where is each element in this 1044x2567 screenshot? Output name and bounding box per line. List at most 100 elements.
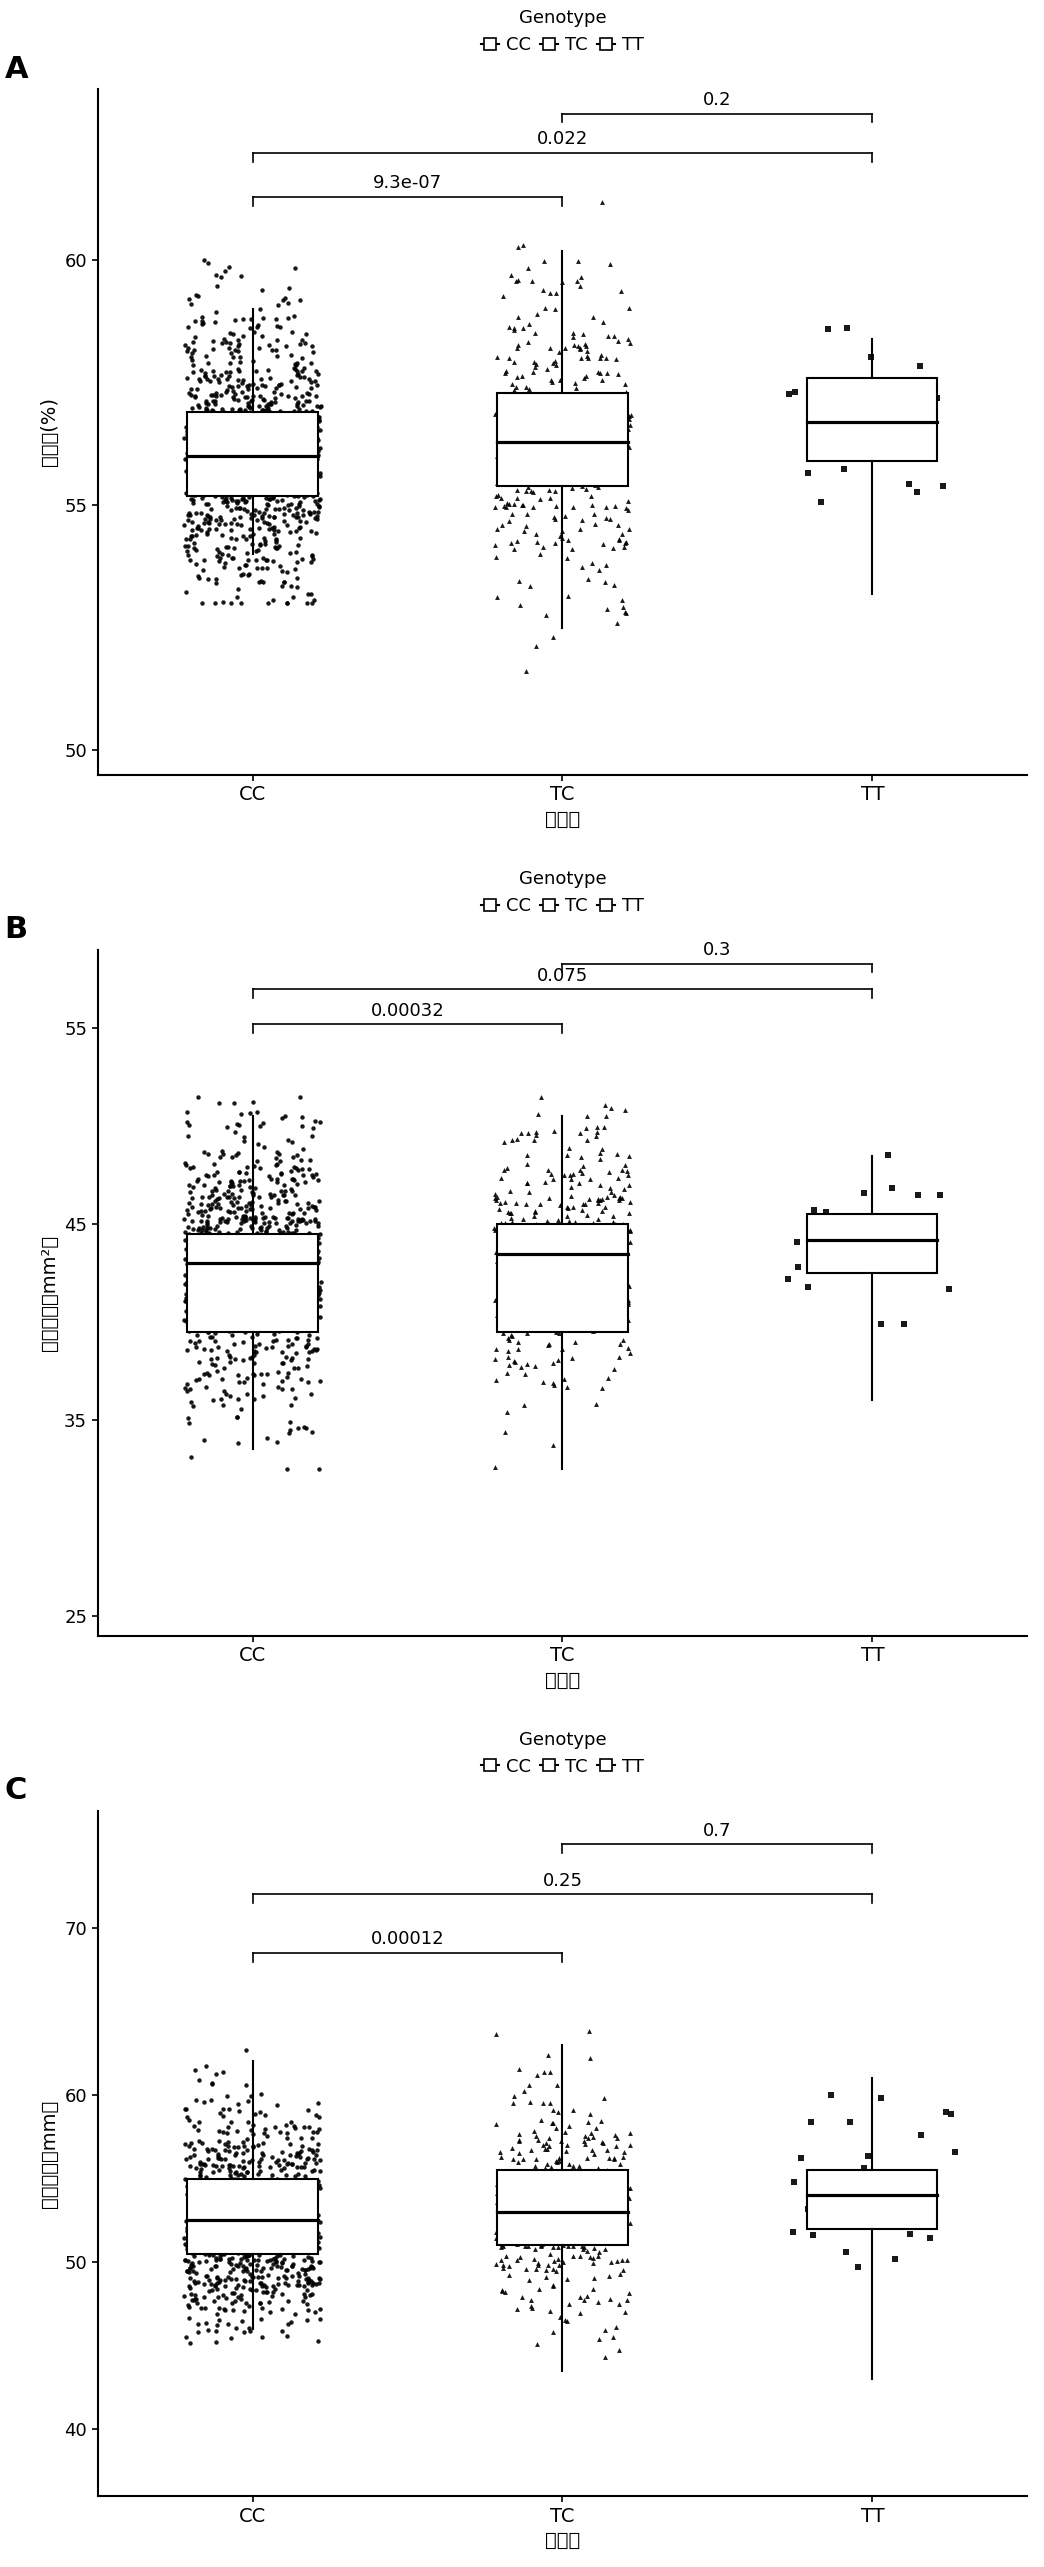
Point bbox=[272, 472, 289, 513]
Point bbox=[223, 480, 240, 521]
Point bbox=[587, 413, 603, 454]
Point bbox=[248, 539, 265, 580]
Point bbox=[284, 311, 301, 352]
Point bbox=[516, 1286, 532, 1327]
Point bbox=[191, 2151, 208, 2192]
Point bbox=[311, 395, 328, 436]
Point bbox=[499, 1353, 516, 1394]
Point bbox=[287, 1173, 304, 1214]
Point bbox=[229, 2164, 245, 2205]
Point bbox=[555, 2177, 572, 2218]
Point bbox=[575, 2182, 592, 2223]
Point bbox=[508, 329, 525, 370]
Point bbox=[280, 1237, 296, 1278]
Point bbox=[262, 1286, 279, 1327]
Point bbox=[600, 2197, 617, 2238]
Point bbox=[284, 2182, 301, 2223]
Point bbox=[509, 1273, 526, 1314]
Point bbox=[598, 1289, 615, 1330]
Point bbox=[259, 539, 276, 580]
Point bbox=[197, 2241, 214, 2282]
Point bbox=[622, 2123, 639, 2164]
Point bbox=[301, 490, 317, 531]
Point bbox=[197, 1366, 214, 1407]
Point bbox=[266, 2226, 283, 2267]
Y-axis label: 瘟肉率(%): 瘟肉率(%) bbox=[40, 398, 58, 467]
Point bbox=[179, 1330, 195, 1371]
Point bbox=[597, 336, 614, 377]
Point bbox=[301, 1296, 317, 1337]
Point bbox=[270, 2220, 287, 2262]
Point bbox=[197, 1289, 214, 1330]
Point bbox=[865, 1242, 882, 1284]
Point bbox=[492, 2131, 508, 2172]
Point bbox=[200, 1355, 217, 1396]
Point bbox=[201, 1189, 218, 1230]
Point bbox=[203, 2264, 219, 2305]
Point bbox=[211, 1163, 228, 1204]
Point bbox=[285, 2202, 302, 2244]
Point bbox=[209, 1242, 226, 1284]
Point bbox=[285, 439, 302, 480]
Point bbox=[306, 1217, 323, 1258]
Point bbox=[246, 2095, 263, 2136]
Point bbox=[179, 431, 195, 472]
Point bbox=[232, 2218, 248, 2259]
Point bbox=[199, 2182, 216, 2223]
Point bbox=[620, 2167, 637, 2208]
Point bbox=[533, 406, 550, 447]
Point bbox=[213, 1378, 230, 1420]
Point bbox=[566, 2187, 583, 2228]
Point bbox=[294, 1289, 311, 1330]
Point bbox=[248, 1232, 265, 1273]
Point bbox=[259, 1417, 276, 1458]
Point bbox=[289, 475, 306, 516]
Point bbox=[223, 2282, 240, 2323]
Point bbox=[275, 1301, 291, 1343]
Point bbox=[535, 2192, 551, 2233]
Point bbox=[285, 2244, 302, 2285]
Point bbox=[307, 421, 324, 462]
Point bbox=[822, 431, 838, 472]
Point bbox=[604, 1196, 621, 1237]
Point bbox=[191, 2120, 208, 2161]
Point bbox=[232, 2228, 248, 2269]
Point bbox=[286, 2205, 303, 2246]
Point bbox=[279, 552, 295, 593]
Point bbox=[276, 454, 292, 495]
Point bbox=[257, 521, 274, 562]
Point bbox=[566, 1201, 583, 1242]
Point bbox=[205, 1276, 221, 1317]
Point bbox=[902, 2213, 919, 2254]
Point bbox=[238, 1309, 255, 1350]
Point bbox=[214, 483, 231, 524]
Point bbox=[270, 526, 287, 567]
Point bbox=[526, 1345, 543, 1386]
Point bbox=[180, 534, 196, 575]
Point bbox=[189, 2208, 206, 2249]
Point bbox=[214, 2226, 231, 2267]
Point bbox=[223, 2272, 240, 2313]
Point bbox=[264, 2161, 281, 2202]
Point bbox=[219, 413, 236, 454]
Point bbox=[210, 2136, 227, 2177]
Point bbox=[267, 1201, 284, 1242]
Point bbox=[199, 495, 216, 537]
Point bbox=[598, 352, 615, 393]
Point bbox=[548, 413, 565, 454]
Point bbox=[231, 1222, 247, 1263]
Point bbox=[289, 2228, 306, 2269]
Point bbox=[838, 308, 855, 349]
Point bbox=[304, 2174, 321, 2215]
Point bbox=[252, 1250, 268, 1291]
Point bbox=[236, 544, 253, 585]
Point bbox=[255, 377, 271, 418]
Point bbox=[536, 2167, 552, 2208]
Point bbox=[188, 1327, 205, 1368]
Point bbox=[222, 1230, 239, 1271]
Point bbox=[525, 2238, 542, 2279]
Point bbox=[282, 1214, 299, 1255]
Point bbox=[237, 1191, 254, 1232]
Point bbox=[594, 300, 611, 341]
Point bbox=[860, 2136, 877, 2177]
